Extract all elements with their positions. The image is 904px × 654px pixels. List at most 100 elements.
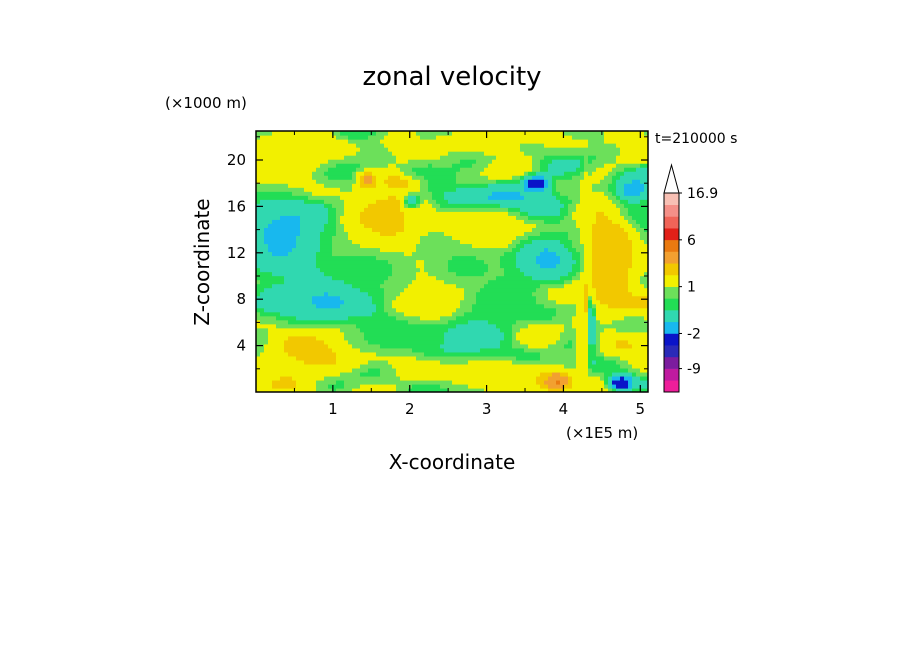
contour-cell [340,315,345,321]
contour-cell [288,255,293,261]
contour-cell [452,335,457,341]
contour-cell [428,227,433,232]
contour-cell [548,239,553,245]
contour-cell [504,387,509,392]
contour-cell [424,255,429,261]
contour-cell [516,331,521,337]
contour-cell [276,139,281,144]
contour-cell [508,383,513,389]
contour-cell [480,167,485,172]
contour-cell [516,199,521,204]
contour-cell [424,303,429,309]
contour-cell [360,203,365,208]
contour-cell [520,371,525,377]
contour-cell [304,327,309,333]
contour-cell [336,235,341,241]
contour-cell [452,387,457,392]
contour-cell [360,319,365,325]
contour-cell [368,347,373,353]
contour-cell [456,139,461,144]
contour-cell [500,147,505,152]
contour-cell [428,383,433,389]
contour-cell [480,135,485,140]
contour-cell [520,179,525,184]
contour-cell [496,231,501,236]
contour-cell [308,331,313,337]
contour-cell [272,275,277,281]
contour-cell [376,259,381,265]
contour-cell [456,295,461,301]
contour-cell [332,331,337,337]
contour-cell [280,339,285,345]
contour-cell [260,155,265,160]
contour-cell [420,283,425,289]
contour-cell [540,231,545,236]
contour-cell [508,379,513,385]
contour-cell [548,335,553,341]
contour-cell [364,231,369,236]
contour-cell [512,171,517,176]
contour-cell [460,279,465,285]
contour-cell [300,371,305,377]
contour-cell [476,227,481,232]
contour-cell [264,171,269,176]
contour-cell [556,131,561,136]
contour-cell [368,351,373,357]
contour-cell [284,235,289,241]
contour-cell [416,335,421,341]
contour-cell [448,211,453,216]
contour-cell [256,151,261,156]
contour-cell [332,139,337,144]
contour-cell [420,291,425,297]
contour-cell [448,291,453,297]
contour-cell [424,171,429,176]
contour-cell [436,223,441,228]
contour-cell [444,155,449,160]
contour-cell [464,327,469,333]
contour-cell [312,171,317,176]
contour-cell [540,355,545,361]
contour-cell [368,343,373,349]
contour-cell [496,167,501,172]
contour-cell [304,295,309,301]
contour-cell [304,387,309,392]
contour-cell [444,291,449,297]
contour-cell [404,379,409,385]
contour-cell [444,151,449,156]
contour-cell [560,175,565,180]
contour-cell [360,135,365,140]
contour-cell [380,379,385,385]
contour-cell [272,207,277,212]
contour-cell [392,175,397,180]
contour-cell [348,163,353,168]
contour-cell [300,183,305,188]
contour-cell [324,135,329,140]
contour-cell [460,315,465,321]
contour-cell [372,159,377,164]
contour-cell [472,147,477,152]
contour-cell [360,251,365,257]
contour-cell [256,219,261,224]
contour-cell [268,147,273,152]
contour-cell [448,231,453,236]
contour-cell [444,295,449,301]
contour-cell [540,183,545,188]
contour-cell [300,295,305,301]
contour-cell [552,143,557,148]
contour-cell [308,291,313,297]
contour-cell [304,191,309,196]
contour-cell [324,359,329,365]
contour-cell [312,255,317,261]
contour-cell [356,323,361,329]
contour-cell [388,283,393,289]
contour-cell [560,171,565,176]
contour-cell [532,335,537,341]
contour-cell [524,139,529,144]
contour-cell [544,223,549,228]
contour-cell [284,335,289,341]
contour-cell [444,207,449,212]
contour-cell [480,339,485,345]
contour-cell [280,283,285,289]
contour-cell [484,303,489,309]
contour-cell [548,271,553,277]
